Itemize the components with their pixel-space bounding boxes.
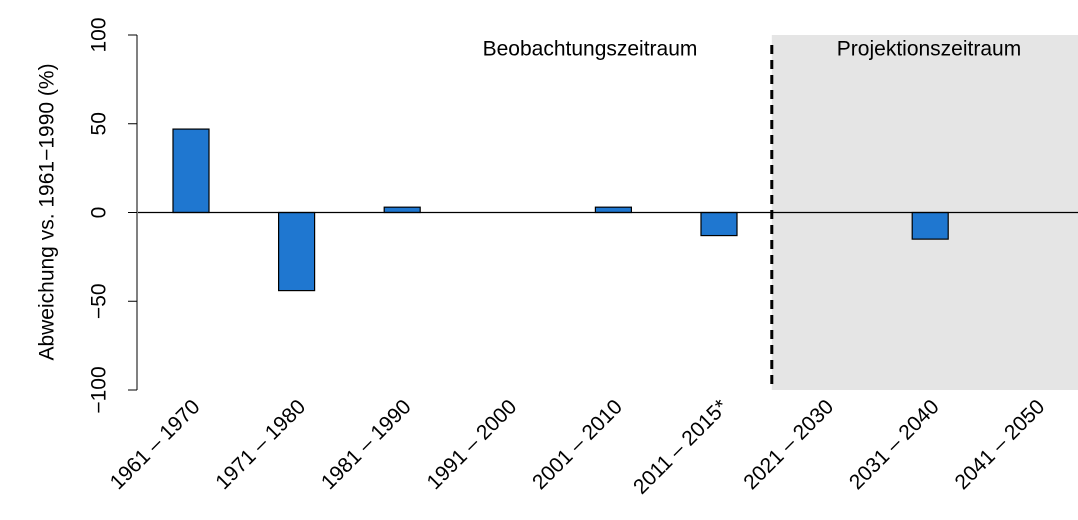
x-tick-label: 1981 – 1990 <box>317 395 416 494</box>
x-tick-label: 2001 – 2010 <box>528 395 627 494</box>
y-axis-label: Abweichung vs. 1961−1990 (%) <box>36 63 59 360</box>
y-tick-label: −100 <box>88 366 111 413</box>
x-tick-label: 1971 – 1980 <box>211 395 310 494</box>
annotation: Projektionszeitraum <box>837 38 1021 61</box>
bar <box>594 206 633 214</box>
bar <box>172 128 210 214</box>
x-tick-label: 2011 – 2015* <box>629 395 733 499</box>
annotation: Beobachtungszeitraum <box>483 38 698 61</box>
y-tick-label: 0 <box>88 207 111 219</box>
bar <box>383 206 421 214</box>
bar <box>911 211 949 240</box>
y-tick-label: 100 <box>88 17 111 52</box>
x-tick-label: 1991 – 2000 <box>422 395 521 494</box>
y-tick-label: −50 <box>88 283 111 319</box>
x-tick-label: 1961 – 1970 <box>106 395 205 494</box>
x-tick-label: 2031 – 2040 <box>845 395 944 494</box>
x-tick-label: 2041 – 2050 <box>950 395 1049 494</box>
y-tick-label: 50 <box>88 112 111 135</box>
x-tick-label: 2021 – 2030 <box>739 395 838 494</box>
bar <box>278 211 316 292</box>
bar <box>700 211 738 237</box>
